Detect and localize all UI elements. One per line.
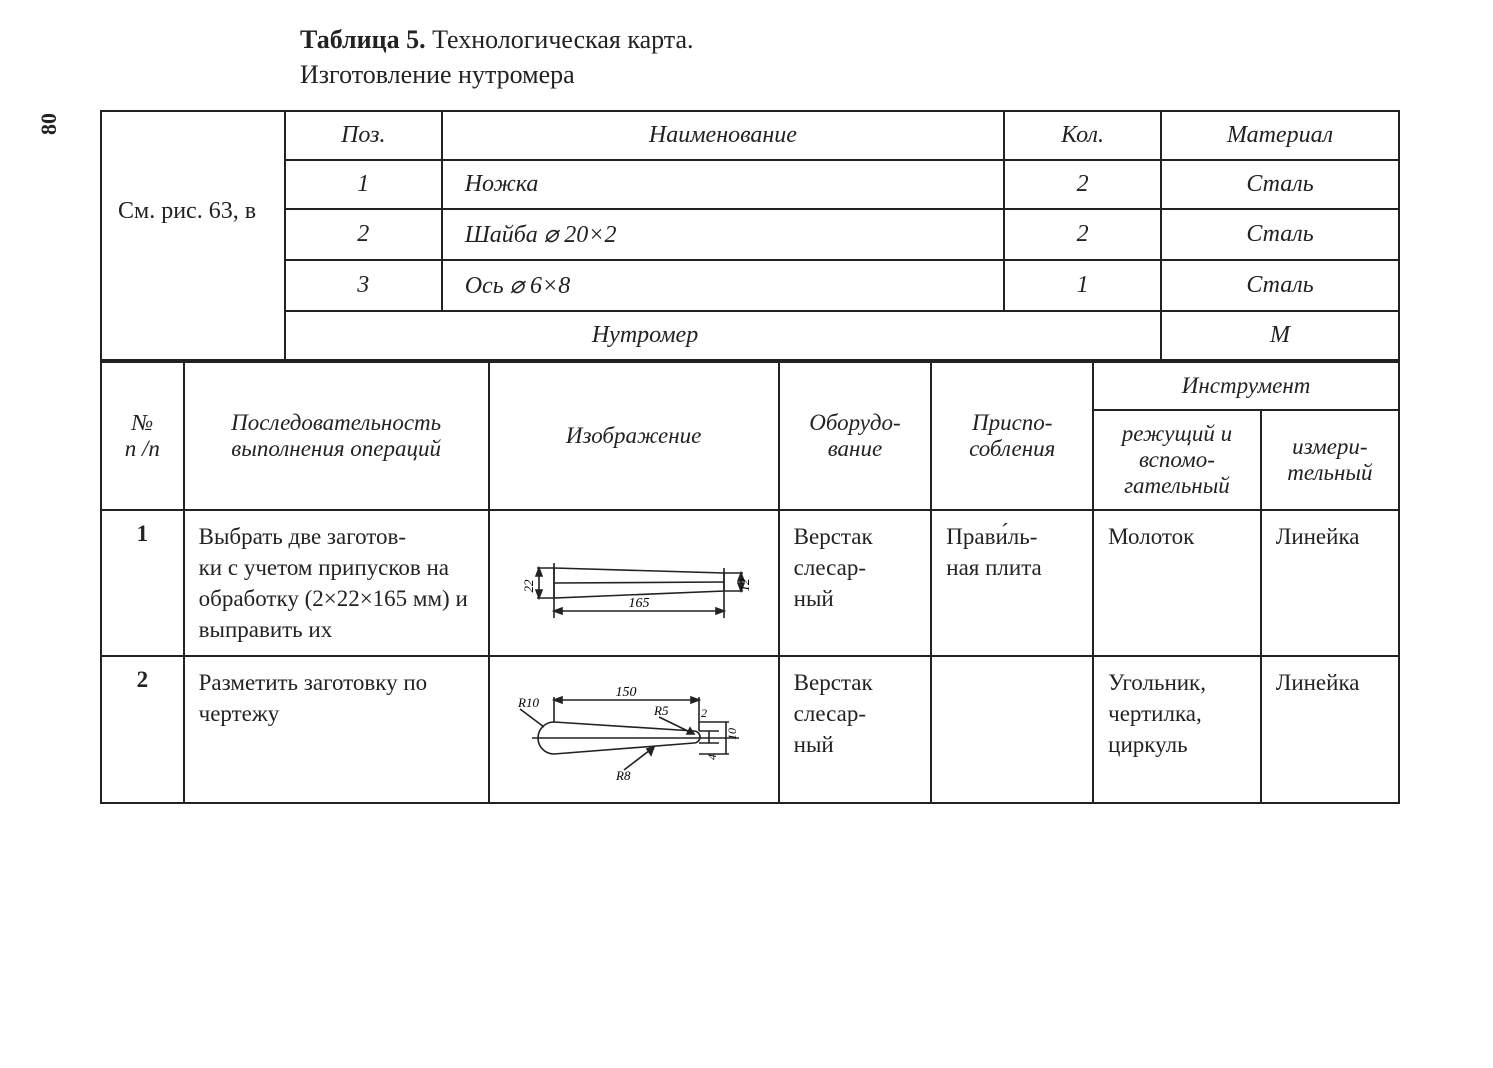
title-bold: Таблица 5. [300,25,426,54]
ops-hdr-num: № п /п [101,362,184,510]
spec-summary-blank [1004,311,1161,360]
spec-table: См. рис. 63, в Поз. Наименование Кол. Ма… [100,110,1400,361]
spec-hdr-qty: Кол. [1004,111,1161,160]
svg-text:R10: R10 [517,695,539,710]
ops-hdr-instr-cut: режущий и вспомо- гательный [1093,410,1261,510]
see-figure-cell: См. рис. 63, в [101,111,285,311]
spec-name: Шайба ⌀ 20×2 [442,209,1004,260]
ops-hdr-fixt: Приспо- собления [931,362,1093,510]
ops-fixt: Прави́ль- ная плита [931,510,1093,656]
spec-mat: Сталь [1161,260,1399,311]
ops-hdr-equip: Оборудо- вание [779,362,932,510]
ops-cut: Угольник, чертилка, циркуль [1093,656,1261,803]
title-line2: Изготовление нутромера [300,60,575,89]
spec-mat: Сталь [1161,209,1399,260]
ops-equip: Верстак слесар- ный [779,656,932,803]
drawing-2-svg: 150 R10 R5 R8 10 2 4 [504,667,764,792]
page-number: 80 [36,113,62,135]
svg-text:2: 2 [701,706,707,720]
spec-pos: 2 [285,209,442,260]
spec-qty: 1 [1004,260,1161,311]
svg-text:4: 4 [705,754,719,760]
ops-seq: Выбрать две заготов- ки с учетом припуск… [184,510,489,656]
ops-cut: Молоток [1093,510,1261,656]
spec-qty: 2 [1004,160,1161,209]
ops-hdr-img: Изображение [489,362,779,510]
ops-table: № п /п Последовательность выполнения опе… [100,361,1400,804]
ops-row: 2 Разметить заготовку по чертежу [101,656,1399,803]
ops-meas: Линейка [1261,656,1399,803]
ops-drawing: 150 R10 R5 R8 10 2 4 [489,656,779,803]
svg-text:165: 165 [628,596,649,611]
spec-hdr-pos: Поз. [285,111,442,160]
ops-num: 1 [101,510,184,656]
svg-text:R8: R8 [615,768,631,783]
spec-name: Ось ⌀ 6×8 [442,260,1004,311]
table-title: Таблица 5. Технологическая карта. Изгото… [300,22,1413,92]
ops-row: 1 Выбрать две заготов- ки с учетом припу… [101,510,1399,656]
svg-text:150: 150 [615,685,636,700]
spec-pos: 1 [285,160,442,209]
ops-hdr-seq: Последовательность выполнения операций [184,362,489,510]
svg-text:10: 10 [725,728,739,740]
svg-text:12: 12 [737,578,752,592]
ops-meas: Линейка [1261,510,1399,656]
ops-hdr-instr-meas: измери- тельный [1261,410,1399,510]
spec-mat: Сталь [1161,160,1399,209]
ops-fixt [931,656,1093,803]
spec-summary-name: Нутромер [285,311,1004,360]
spec-summary-m: М [1161,311,1399,360]
ops-hdr-instr: Инструмент [1093,362,1399,410]
spec-hdr-name: Наименование [442,111,1004,160]
spec-qty: 2 [1004,209,1161,260]
spec-pos: 3 [285,260,442,311]
drawing-1-svg: 165 22 12 [509,523,759,643]
ops-drawing: 165 22 12 [489,510,779,656]
spec-name: Ножка [442,160,1004,209]
spec-hdr-mat: Материал [1161,111,1399,160]
ops-equip: Верстак слесар- ный [779,510,932,656]
spec-blank [101,311,285,360]
svg-text:22: 22 [521,579,536,593]
svg-text:R5: R5 [653,703,669,718]
ops-seq: Разметить заготовку по чертежу [184,656,489,803]
title-rest: Технологическая карта. [426,25,694,54]
ops-num: 2 [101,656,184,803]
